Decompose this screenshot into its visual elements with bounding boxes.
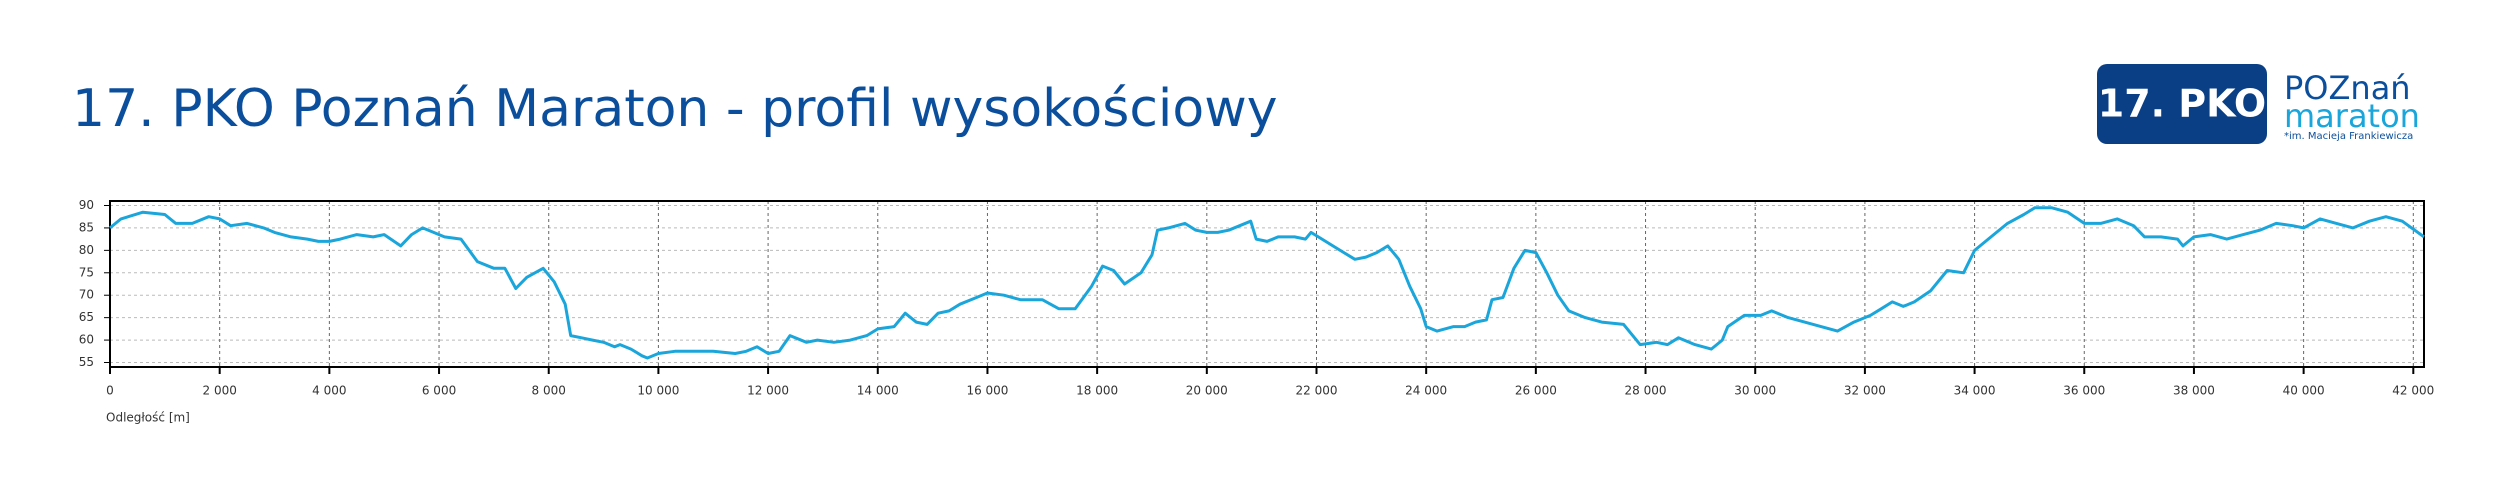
y-tick-label: 60 bbox=[79, 333, 94, 347]
x-tick-label: 40 000 bbox=[2283, 384, 2325, 398]
logo-badge bbox=[2097, 64, 2267, 144]
x-tick-label: 14 000 bbox=[857, 384, 899, 398]
y-tick-label: 65 bbox=[79, 310, 94, 324]
x-tick-label: 30 000 bbox=[1734, 384, 1776, 398]
x-tick-label: 16 000 bbox=[966, 384, 1008, 398]
x-tick-label: 10 000 bbox=[637, 384, 679, 398]
logo-badge-text: 17. PKO bbox=[2098, 82, 2266, 126]
x-tick-label: 0 bbox=[106, 384, 114, 398]
x-tick-label: 6 000 bbox=[422, 384, 456, 398]
x-tick-label: 28 000 bbox=[1625, 384, 1667, 398]
chart-title: 17. PKO Poznań Maraton - profil wysokośc… bbox=[72, 79, 1278, 139]
x-tick-label: 34 000 bbox=[1954, 384, 1996, 398]
y-tick-label: 80 bbox=[79, 243, 94, 257]
x-tick-label: 26 000 bbox=[1515, 384, 1557, 398]
logo-event: maraton bbox=[2284, 97, 2420, 135]
x-tick-label: 24 000 bbox=[1405, 384, 1447, 398]
y-tick-label: 70 bbox=[79, 288, 94, 302]
x-tick-label: 18 000 bbox=[1076, 384, 1118, 398]
x-tick-label: 12 000 bbox=[747, 384, 789, 398]
y-tick-label: 90 bbox=[79, 198, 94, 212]
y-tick-label: 55 bbox=[79, 355, 94, 369]
x-tick-label: 36 000 bbox=[2063, 384, 2105, 398]
x-tick-label: 22 000 bbox=[1295, 384, 1337, 398]
plot-frame bbox=[109, 200, 2425, 368]
logo: 17. PKO POZnań maraton *im. Macieja Fran… bbox=[2097, 64, 2420, 144]
logo-city: POZnań bbox=[2284, 69, 2411, 107]
x-tick-label: 2 000 bbox=[203, 384, 237, 398]
y-tick-label: 85 bbox=[79, 220, 94, 234]
x-tick-label: 20 000 bbox=[1186, 384, 1228, 398]
x-tick-label: 38 000 bbox=[2173, 384, 2215, 398]
logo-patron: *im. Macieja Frankiewicza bbox=[2284, 131, 2413, 142]
x-tick-label: 8 000 bbox=[532, 384, 566, 398]
elevation-line bbox=[109, 206, 2425, 360]
x-tick-label: 42 000 bbox=[2392, 384, 2434, 398]
x-tick-label: 32 000 bbox=[1844, 384, 1886, 398]
x-axis-label: Odległość [m] bbox=[106, 411, 190, 425]
x-tick-label: 4 000 bbox=[312, 384, 346, 398]
y-tick-label: 75 bbox=[79, 265, 94, 279]
